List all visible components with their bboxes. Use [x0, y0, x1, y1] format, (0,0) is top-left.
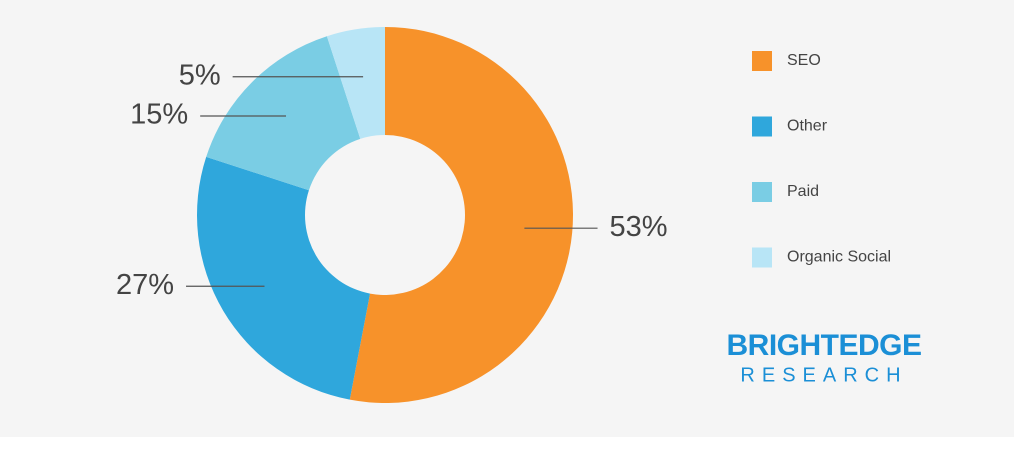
legend-label: Organic Social — [787, 249, 891, 266]
value-label: 5% — [179, 59, 221, 91]
slice — [196, 156, 371, 400]
legend: SEO Other Paid Organic Social — [752, 51, 891, 268]
legend-label: Other — [787, 118, 828, 135]
slice — [206, 36, 361, 191]
value-label: 53% — [610, 211, 668, 243]
logo-subtitle: RESEARCH — [740, 364, 907, 386]
slice — [349, 27, 573, 404]
logo-title: BRIGHTEDGE — [726, 329, 921, 362]
legend-label: SEO — [787, 52, 821, 69]
legend-swatch — [752, 116, 772, 137]
legend-swatch — [752, 51, 772, 71]
value-label: 15% — [130, 99, 188, 131]
slice — [326, 27, 385, 139]
legend-label: Paid — [787, 183, 819, 200]
value-label: 27% — [116, 269, 174, 301]
legend-swatch — [752, 182, 772, 202]
legend-swatch — [752, 247, 772, 268]
value-labels: 53% 27% 15% 5% — [116, 59, 668, 301]
donut — [196, 27, 573, 404]
